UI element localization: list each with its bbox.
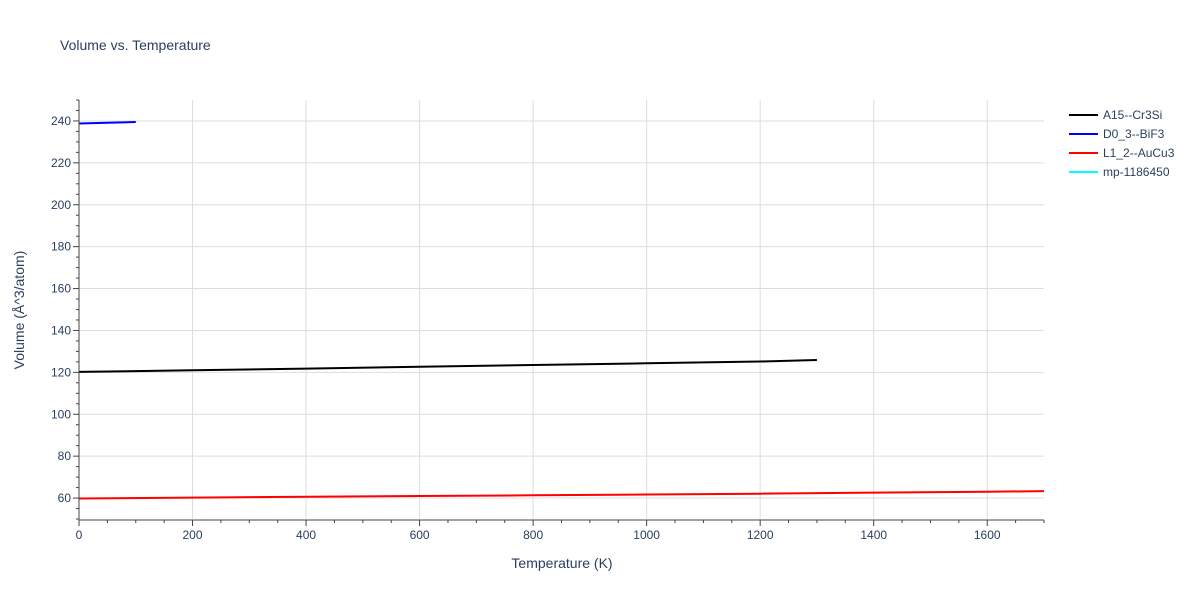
legend-item[interactable]: mp-1186450: [1069, 165, 1170, 179]
legend-label: mp-1186450: [1103, 165, 1170, 179]
legend-item[interactable]: L1_2--AuCu3: [1069, 146, 1175, 160]
x-tick-label: 800: [523, 528, 543, 542]
legend-label: L1_2--AuCu3: [1103, 146, 1175, 160]
chart-title: Volume vs. Temperature: [60, 37, 211, 53]
y-tick-label: 160: [51, 282, 71, 296]
x-tick-label: 1200: [747, 528, 774, 542]
legend-label: D0_3--BiF3: [1103, 127, 1165, 141]
series-line-l1-2-aucu3: [78, 490, 1045, 500]
x-tick-label: 1400: [860, 528, 887, 542]
series-line-a15-cr3si: [78, 359, 817, 373]
y-tick-label: 80: [58, 449, 72, 463]
x-tick-label: 600: [410, 528, 430, 542]
x-tick-label: 1600: [974, 528, 1001, 542]
y-tick-label: 140: [51, 323, 71, 337]
x-tick-label: 0: [76, 528, 83, 542]
x-axis-title: Temperature (K): [511, 555, 612, 571]
legend: A15--Cr3Si D0_3--BiF3 L1_2--AuCu3 mp-118645…: [1069, 108, 1175, 179]
x-tick-label: 200: [183, 528, 203, 542]
y-axis-title: Volume (Å^3/atom): [11, 251, 27, 370]
y-tick-label: 100: [51, 407, 71, 421]
x-tick-label: 400: [296, 528, 316, 542]
legend-label: A15--Cr3Si: [1103, 108, 1162, 122]
x-tick-label: 1000: [633, 528, 660, 542]
y-tick-label: 240: [51, 114, 71, 128]
grid: [78, 100, 1044, 519]
legend-item[interactable]: A15--Cr3Si: [1069, 108, 1162, 122]
series-line-d0-3-bif3: [78, 121, 136, 125]
y-tick-label: 220: [51, 156, 71, 170]
plot-area: [78, 121, 1045, 500]
y-tick-label: 60: [58, 491, 72, 505]
y-tick-label: 120: [51, 365, 71, 379]
y-tick-label: 200: [51, 198, 71, 212]
axes: 0 200 400 600 800 1000 1200 1400 1600 60 80 100 120 1…: [51, 99, 1045, 542]
legend-item[interactable]: D0_3--BiF3: [1069, 127, 1165, 141]
y-tick-label: 180: [51, 240, 71, 254]
